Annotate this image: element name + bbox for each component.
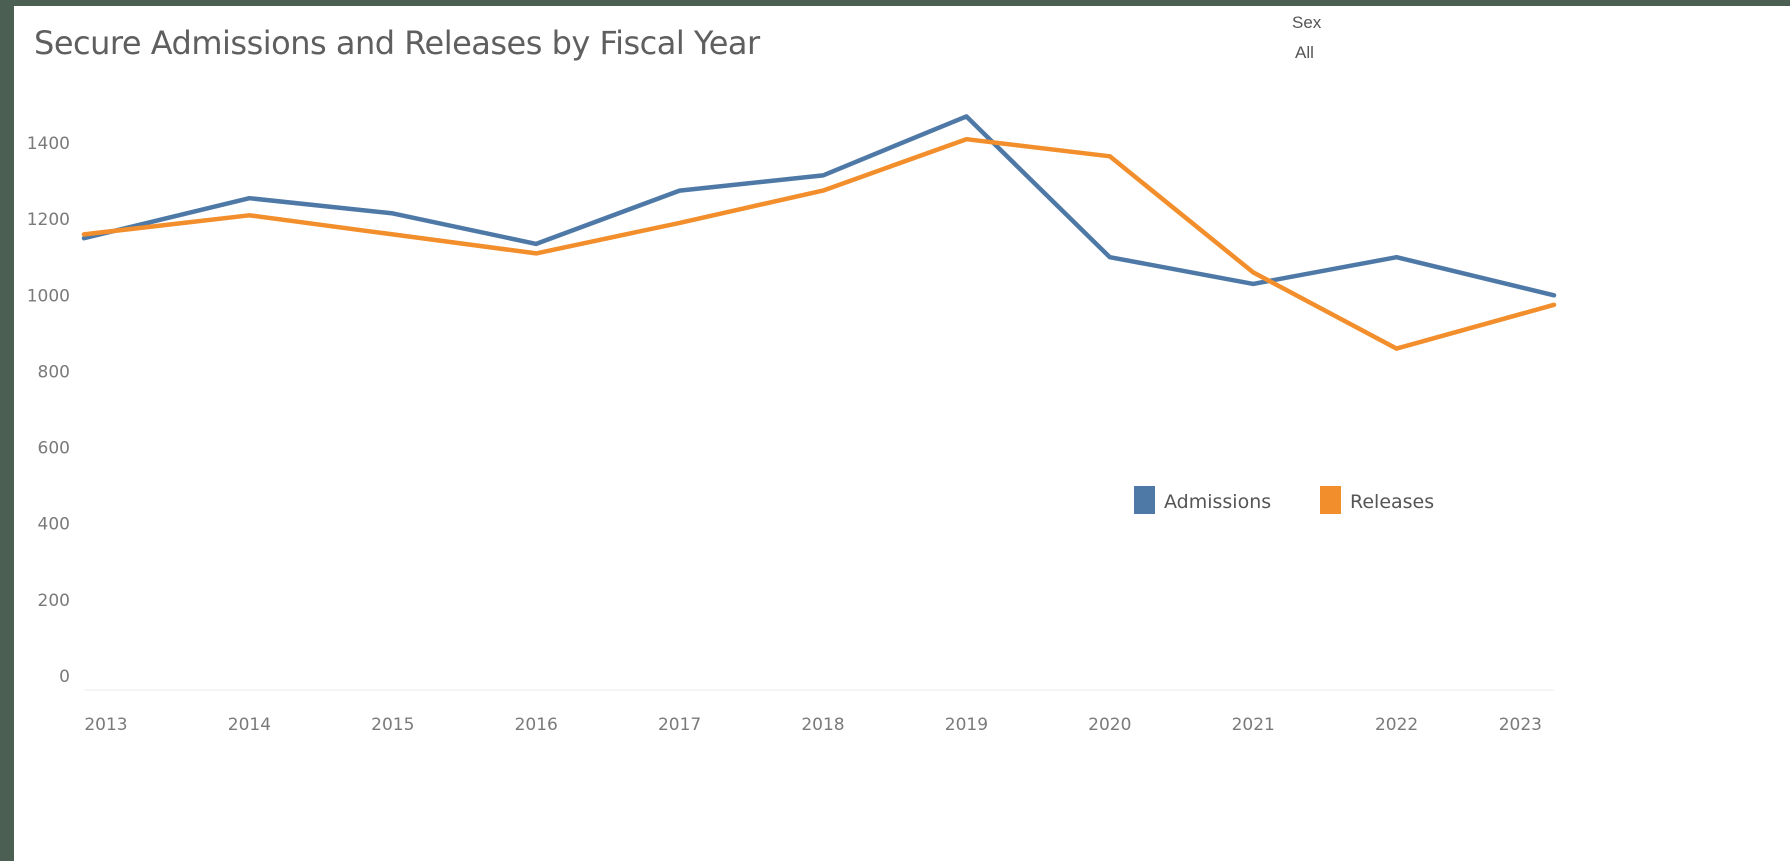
- x-tick-label: 2015: [371, 715, 414, 735]
- sex-filter[interactable]: Sex All: [1292, 8, 1321, 68]
- chart-title: Secure Admissions and Releases by Fiscal…: [34, 24, 760, 62]
- legend[interactable]: Admissions Releases: [1134, 486, 1434, 514]
- x-tick-label: 2020: [1088, 715, 1131, 735]
- sex-filter-label: Sex: [1292, 13, 1322, 32]
- x-tick-label: 2016: [515, 715, 558, 735]
- series-lines: [81, 114, 1557, 351]
- x-tick-label: 2019: [945, 715, 988, 735]
- y-tick-label: 1000: [27, 286, 70, 306]
- y-tick-label: 600: [38, 439, 70, 459]
- dashboard-panel: Secure Admissions and Releases by Fiscal…: [14, 6, 1790, 861]
- x-tick-label: 2023: [1499, 715, 1542, 735]
- legend-label-admissions[interactable]: Admissions: [1164, 491, 1271, 513]
- y-tick-label: 1400: [27, 134, 70, 154]
- legend-label-releases[interactable]: Releases: [1350, 491, 1434, 513]
- y-tick-label: 800: [38, 362, 70, 382]
- x-tick-label: 2014: [228, 715, 271, 735]
- y-axis-ticks: 0 200 400 600 800 1000 1200 1400: [27, 134, 70, 687]
- x-tick-label: 2013: [84, 715, 127, 735]
- series-line-releases: [81, 136, 1557, 351]
- legend-swatch-releases[interactable]: [1320, 486, 1341, 514]
- x-tick-label: 2018: [801, 715, 844, 735]
- x-axis-ticks: 2013 2014 2015 2016 2017 2018 2019 2020 2021 2022…: [84, 715, 1542, 735]
- sex-filter-value[interactable]: All: [1295, 43, 1314, 62]
- y-tick-label: 400: [38, 515, 70, 535]
- x-tick-label: 2017: [658, 715, 701, 735]
- x-tick-label: 2022: [1375, 715, 1418, 735]
- x-tick-label: 2021: [1232, 715, 1275, 735]
- series-line-admissions: [81, 114, 1557, 298]
- y-tick-label: 200: [38, 591, 70, 611]
- y-tick-label: 0: [59, 667, 70, 687]
- legend-swatch-admissions[interactable]: [1134, 486, 1155, 514]
- y-tick-label: 1200: [27, 210, 70, 230]
